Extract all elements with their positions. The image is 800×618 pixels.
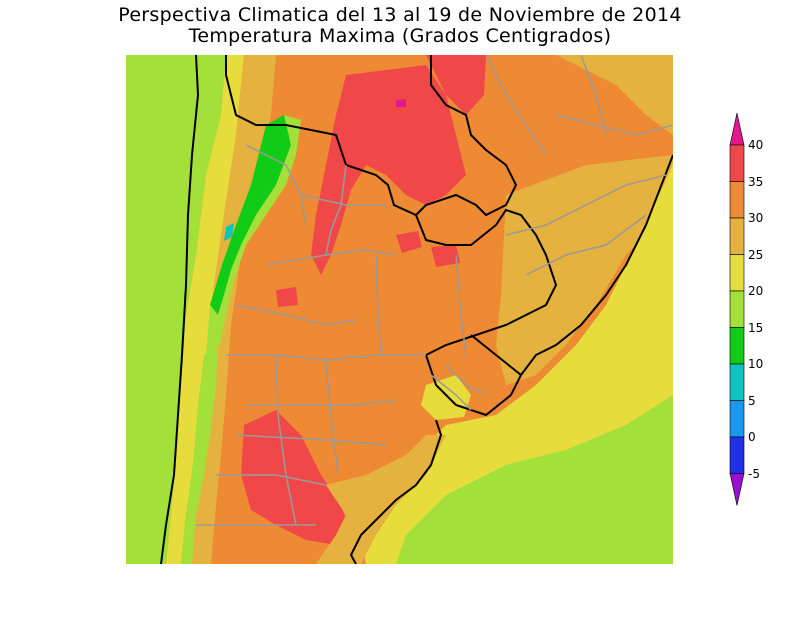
zone-green-south [181, 345, 218, 564]
temperature-map [126, 55, 673, 564]
colorbar-band [729, 254, 745, 292]
zone-mild-coast [316, 435, 446, 564]
colorbar-band [729, 290, 745, 328]
zone-yellow-west [166, 55, 244, 564]
colorbar-band [729, 217, 745, 255]
colorbar-label: 0 [748, 430, 756, 444]
colorbar-label: -5 [748, 466, 760, 481]
map-canvas [126, 55, 673, 564]
colorbar-label: 5 [748, 393, 756, 408]
colorbar-arrow-top [729, 112, 745, 146]
zone-magenta-spot [396, 99, 406, 107]
colorbar-label: 35 [748, 174, 764, 189]
zone-cyan-spot [224, 223, 234, 241]
colorbar-arrow-bottom [729, 473, 745, 506]
map-subtitle: Temperatura Maxima (Grados Centigrados) [188, 25, 612, 47]
colorbar [729, 112, 745, 506]
zone-hot-north [311, 65, 466, 275]
zone-hot-south [241, 410, 351, 545]
colorbar-band [729, 363, 745, 401]
colorbar-band [729, 436, 745, 474]
colorbar-label: 10 [748, 357, 764, 371]
zone-yellow-uruguay [421, 375, 471, 420]
zone-hot-spot-3 [276, 287, 298, 307]
zone-lightgreen-andes [206, 115, 301, 355]
zone-hot-spot-1 [396, 231, 422, 253]
colorbar-label: 40 [748, 138, 764, 152]
zone-hot-spot-2 [431, 245, 460, 267]
zone-lightgreen-atlantic [396, 395, 673, 564]
country-borders [160, 55, 673, 564]
colorbar-label: 25 [748, 247, 764, 262]
colorbar-band [729, 181, 745, 219]
province-borders [196, 55, 673, 526]
colorbar-band [729, 144, 745, 182]
zone-mild-east [496, 155, 673, 385]
map-title: Perspectiva Climatica del 13 al 19 de No… [118, 4, 682, 26]
colorbar-label: 15 [748, 320, 764, 335]
zone-mild-ne [556, 55, 673, 135]
zone-lightgreen-west [126, 55, 226, 564]
colorbar-band [729, 400, 745, 438]
colorbar-label: 30 [748, 211, 764, 225]
colorbar-band [729, 327, 745, 365]
zone-hot-ne [426, 55, 486, 115]
zone-green-andes [210, 115, 291, 315]
colorbar-label: 20 [748, 284, 764, 298]
